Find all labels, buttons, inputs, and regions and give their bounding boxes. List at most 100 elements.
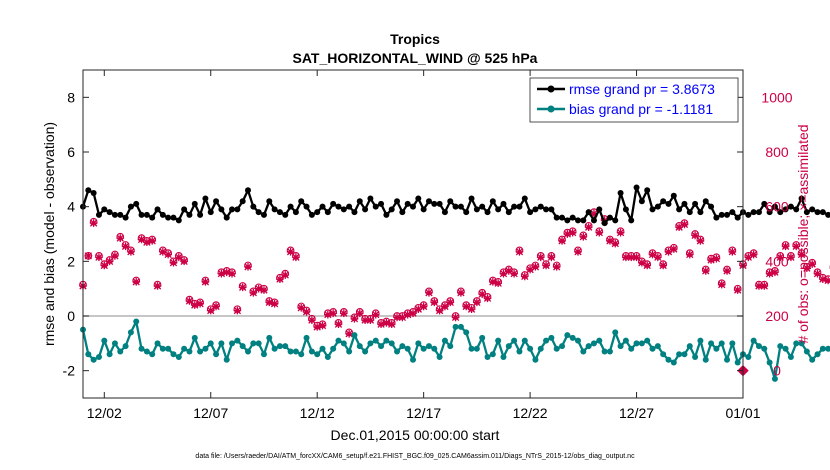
rmse-point	[138, 211, 145, 218]
bias-point	[282, 343, 289, 350]
obs-assimilated-marker	[366, 316, 375, 324]
obs-assimilated-marker	[627, 253, 636, 262]
obs-assimilated-marker	[143, 238, 151, 247]
obs-assimilated-marker	[701, 267, 710, 275]
obs-assimilated-marker	[648, 250, 657, 259]
obs-assimilated-marker	[691, 231, 699, 240]
rmse-point	[314, 209, 321, 216]
rmse-point	[527, 209, 534, 216]
bias-point	[500, 354, 507, 360]
rmse-point	[245, 187, 251, 194]
bias-point	[569, 334, 576, 341]
rmse-point	[362, 206, 369, 213]
bias-point	[260, 351, 267, 358]
y-tick-label: 2	[67, 253, 75, 269]
bias-point	[468, 345, 475, 352]
bias-point	[335, 337, 342, 344]
obs-assimilated-marker	[488, 277, 497, 286]
bias-point	[95, 354, 102, 360]
rmse-point	[441, 209, 448, 216]
rmse-point	[127, 203, 134, 210]
bias-point	[617, 343, 624, 350]
obs-assimilated-marker	[95, 253, 103, 262]
rmse-point	[410, 203, 416, 210]
ticks-layer: 12/02 12/07 12/12 12/17 12/22 12/27 01/01 -2 0 2 4…	[63, 70, 793, 421]
y-tick-label: 0	[67, 308, 75, 324]
obs-assimilated-marker	[201, 277, 210, 286]
obs-assimilated-marker	[329, 309, 338, 318]
obs-assimilated-marker	[669, 245, 678, 253]
obs-assimilated-marker	[297, 303, 306, 312]
bias-point	[314, 351, 321, 358]
bias-point	[825, 345, 830, 352]
bias-point	[197, 348, 204, 355]
bias-point	[324, 354, 331, 360]
bias-point	[537, 345, 544, 352]
bias-point	[271, 345, 278, 352]
rmse-point	[133, 200, 140, 207]
bias-point	[681, 351, 688, 358]
bias-point	[676, 351, 683, 358]
bias-point	[654, 343, 661, 350]
bias-point	[729, 340, 736, 347]
bias-point	[149, 351, 156, 358]
obs-assimilated-marker	[350, 314, 359, 323]
bias-point	[457, 323, 464, 330]
bias-point	[628, 345, 635, 352]
bias-point	[692, 354, 699, 360]
bias-point	[239, 343, 246, 350]
rmse-point	[495, 206, 502, 213]
rmse-point	[825, 211, 830, 218]
legend-box	[529, 77, 739, 123]
rmse-point	[734, 214, 741, 221]
rmse-point	[761, 200, 768, 207]
rmse-point	[665, 200, 672, 207]
rmse-point	[223, 214, 230, 221]
bias-point	[495, 337, 502, 344]
bias-point	[638, 340, 645, 347]
rmse-point	[266, 198, 273, 205]
legend: rmse grand pr = 3.8673 bias grand pr = -…	[529, 77, 739, 123]
obs-assimilated-marker	[286, 247, 295, 256]
rmse-point	[537, 203, 544, 210]
obs-assimilated-marker	[675, 223, 683, 232]
bias-point	[245, 348, 251, 355]
bias-point	[138, 345, 145, 352]
rmse-point	[819, 209, 826, 216]
bias-point	[404, 345, 411, 352]
rmse-point	[452, 203, 459, 210]
x-tick-label: 12/07	[193, 405, 228, 421]
rmse-point	[553, 214, 560, 221]
rmse-point	[798, 195, 805, 202]
obs-assimilated-marker	[504, 267, 513, 275]
obs-assimilated-marker	[643, 261, 652, 270]
rmse-point	[473, 206, 480, 213]
obs-assimilated-marker	[483, 294, 492, 303]
obs-assimilated-marker	[212, 302, 220, 311]
obs-assimilated-marker	[116, 234, 125, 242]
obs-assimilated-marker	[265, 298, 274, 307]
rmse-point	[755, 209, 762, 216]
footnote: data file: /Users/raeder/DAI/ATM_forcXX/…	[195, 453, 635, 460]
rmse-point	[532, 206, 539, 213]
rmse-series	[80, 184, 830, 227]
rmse-point	[260, 211, 267, 218]
rmse-point	[399, 209, 406, 216]
rmse-point	[181, 206, 188, 213]
obs-assimilated-marker	[473, 298, 481, 307]
rmse-point	[638, 198, 645, 205]
obs-assimilated-marker	[590, 209, 598, 218]
rmse-point	[351, 209, 358, 216]
bias-point	[186, 348, 193, 355]
bias-point	[223, 356, 230, 363]
bias-point	[511, 337, 518, 344]
obs-assimilated-marker	[803, 264, 811, 273]
rmse-point	[271, 206, 278, 213]
bias-point	[292, 348, 299, 355]
bias-point	[745, 354, 752, 360]
bias-point	[117, 348, 124, 355]
rmse-point	[633, 184, 640, 191]
x-tick-label: 12/22	[513, 405, 548, 421]
rmse-line	[81, 186, 830, 225]
